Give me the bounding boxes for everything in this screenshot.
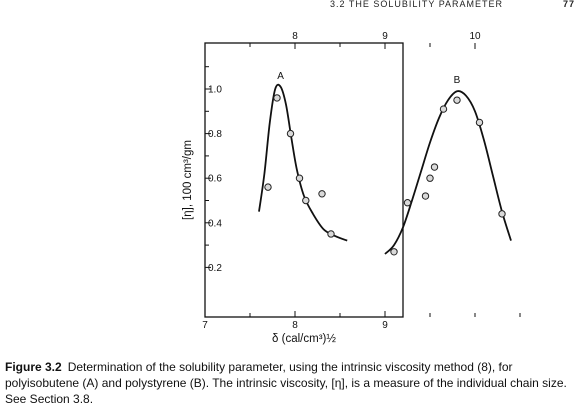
y-tick-label: 0.4	[208, 218, 222, 229]
bottom-tick-label: 8	[292, 320, 298, 331]
data-point-a	[264, 183, 272, 191]
figure-caption: Figure 3.2 Determination of the solubilit…	[5, 359, 577, 407]
plot-border	[204, 42, 404, 318]
y-tick-label: 0.8	[208, 129, 222, 140]
figure-label: Figure 3.2	[5, 360, 62, 374]
data-point-b	[439, 105, 448, 113]
series-label-a: A	[277, 71, 284, 82]
y-tick-label: 0.2	[208, 263, 222, 274]
top-tick-label: 10	[469, 31, 481, 42]
data-point-b	[426, 174, 434, 182]
data-point-a	[318, 190, 326, 198]
data-point-a	[273, 94, 281, 102]
data-point-a	[286, 129, 295, 138]
solubility-chart: 7 8 9 8 9 10 0.2 0.4 0.6 0.8 1.0 δ (cal/cm³)½ [η], 1…	[182, 31, 521, 345]
page-header: 3.2 THE SOLUBILITY PARAMETER 77	[330, 0, 575, 10]
data-point-a	[295, 174, 304, 182]
data-point-b	[475, 118, 484, 127]
data-point-b	[498, 210, 506, 218]
data-point-b	[390, 248, 398, 256]
data-point-a	[302, 196, 310, 205]
data-point-b	[403, 199, 412, 207]
axis-tick-labels: 7 8 9 8 9 10 0.2 0.4 0.6 0.8 1.0 δ (cal/cm³)½ [η], 1…	[182, 31, 481, 345]
top-tick-label: 9	[382, 31, 388, 42]
data-point-b	[453, 96, 461, 104]
running-head: 3.2 THE SOLUBILITY PARAMETER	[330, 0, 504, 9]
caption-text: Determination of the solubility paramete…	[5, 360, 567, 406]
data-point-b	[421, 192, 430, 200]
bottom-tick-label: 9	[382, 320, 388, 331]
fitted-curves	[258, 83, 512, 255]
data-point-b	[430, 163, 439, 171]
y-tick-label: 0.6	[208, 174, 222, 185]
page-number: 77	[562, 0, 575, 9]
y-tick-label: 1.0	[208, 85, 222, 96]
curve-b	[384, 90, 512, 255]
axis-ticks	[204, 43, 521, 317]
top-tick-label: 8	[292, 31, 298, 42]
plot-frame	[204, 42, 404, 318]
y-axis-label: [η], 100 cm³/gm	[182, 140, 194, 220]
data-point-a	[327, 230, 335, 238]
x-axis-label: δ (cal/cm³)½	[272, 333, 336, 345]
series-label-b: B	[454, 75, 461, 86]
bottom-tick-label: 7	[202, 320, 208, 331]
curve-a	[258, 83, 348, 242]
data-points	[264, 94, 506, 256]
